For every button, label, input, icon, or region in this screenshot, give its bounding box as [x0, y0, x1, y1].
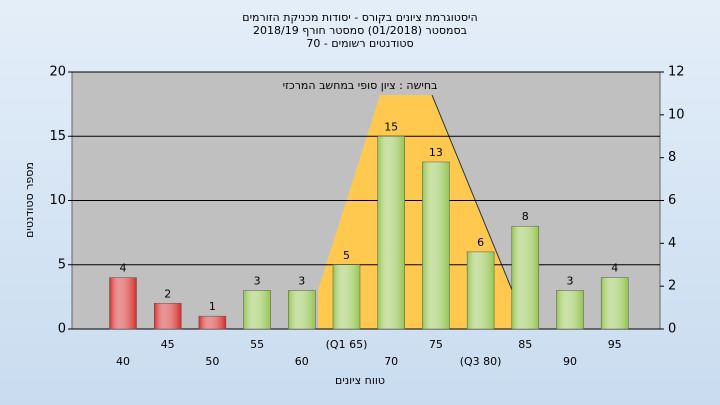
x-tick-label: 85	[518, 338, 532, 351]
x-tick-label: 95	[608, 338, 622, 351]
bar	[198, 315, 227, 330]
bar	[556, 290, 584, 330]
x-tick-label: 90	[563, 355, 577, 368]
bar	[422, 161, 450, 330]
chart-title: היסטוגרמת ציונים בקורס - יסודות מכניקת ה…	[242, 11, 477, 24]
value-label: 8	[522, 210, 529, 223]
chart-title: בסמסטר (01/2018) סמסטר חורף 2018/19	[253, 24, 467, 37]
x-tick-label: 40	[116, 355, 130, 368]
bar	[153, 303, 182, 330]
value-label: 4	[120, 262, 127, 275]
annotation: בחישה : ציון סופי במחשב המרכזי	[283, 79, 438, 92]
x-tick-label: 60	[295, 355, 309, 368]
x-tick-label: 70	[384, 355, 398, 368]
y2-tick-label: 6	[668, 193, 676, 208]
x-tick-label: 45	[161, 338, 175, 351]
chart-title: סטודנטים רשומים - 70	[306, 37, 413, 50]
y-tick-label: 15	[49, 129, 66, 144]
y-tick-label: 20	[49, 65, 66, 80]
bar	[109, 277, 137, 330]
y-tick-label: 5	[58, 257, 66, 272]
bar	[377, 136, 405, 330]
x-axis-label: טווח ציונים	[335, 374, 385, 387]
bar	[600, 277, 629, 330]
value-label: 3	[254, 274, 261, 287]
value-label: 6	[477, 236, 484, 249]
value-label: 13	[429, 146, 443, 159]
bar	[243, 290, 271, 330]
y2-tick-label: 10	[668, 107, 685, 122]
y2-tick-label: 12	[668, 65, 685, 80]
y2-tick-label: 8	[668, 150, 676, 165]
value-label: 2	[164, 287, 171, 300]
value-label: 4	[611, 262, 618, 275]
y2-tick-label: 2	[668, 279, 676, 294]
value-label: 3	[567, 274, 574, 287]
y2-tick-label: 0	[668, 322, 676, 337]
y2-tick-label: 4	[668, 236, 676, 251]
distribution-shape	[318, 95, 512, 329]
distribution-edge	[431, 94, 513, 291]
x-tick-label: 55	[250, 338, 264, 351]
y-axis-label: מספר סטודנטים	[23, 162, 36, 238]
x-tick-label: 75	[429, 338, 443, 351]
value-label: 15	[384, 120, 398, 133]
value-label: 5	[343, 249, 350, 262]
value-label: 1	[209, 300, 216, 313]
x-tick-label: (Q1 65)	[326, 338, 368, 351]
y-tick-label: 0	[58, 322, 66, 337]
x-tick-label: (Q3 80)	[460, 355, 502, 368]
bar	[332, 264, 361, 330]
bar	[466, 251, 495, 330]
bar	[511, 225, 540, 330]
bar	[288, 290, 316, 330]
value-label: 3	[298, 274, 305, 287]
y-tick-label: 10	[49, 193, 66, 208]
x-tick-label: 50	[205, 355, 219, 368]
